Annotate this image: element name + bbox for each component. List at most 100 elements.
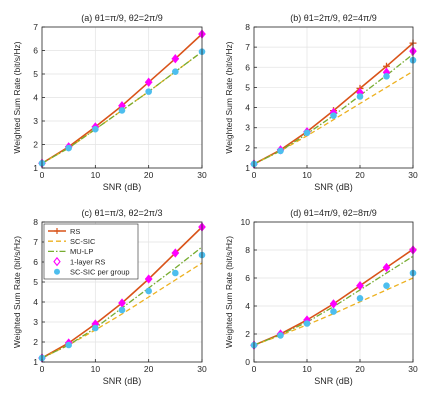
y-tick-label: 4: [245, 103, 250, 113]
x-tick-label: 0: [40, 170, 45, 180]
y-tick-label: 0: [245, 357, 250, 367]
y-tick-label: 2: [33, 140, 38, 150]
panel-2: 0 10 20 30 1 2 3 4 5 6 7 8 SNR (dB) Weighted Sum Rate…: [224, 13, 418, 192]
x-tick-label: 10: [302, 170, 312, 180]
legend-label-sc-sic: SC-SIC: [70, 237, 96, 246]
y-tick-label: 8: [245, 245, 250, 255]
y-tick-label: 5: [33, 277, 38, 287]
data-point-sc-sic-per-group: [356, 93, 364, 100]
data-point-1-layer-rs: [382, 262, 391, 273]
data-point-sc-sic-per-group: [330, 308, 337, 315]
data-point-sc-sic-per-group: [172, 68, 179, 75]
legend-swatch-marker: [53, 256, 61, 267]
y-tick-label: 4: [33, 93, 38, 103]
y-tick-label: 3: [33, 116, 38, 126]
panel-title: (b) θ1=2π/9, θ2=4π/9: [290, 13, 376, 23]
x-tick-label: 0: [252, 364, 257, 374]
y-tick-label: 7: [245, 42, 250, 52]
data-point-sc-sic-per-group: [118, 306, 126, 314]
data-point-sc-sic-per-group: [92, 125, 99, 133]
y-tick-label: 6: [33, 46, 38, 56]
series-line-sc-sic: [253, 70, 414, 165]
y-axis-label: Weighted Sum Rate (bit/s/Hz): [224, 236, 234, 348]
data-point-sc-sic-per-group: [383, 73, 390, 80]
x-tick-label: 30: [408, 364, 418, 374]
legend-swatch-marker: [54, 268, 60, 275]
data-point-1-layer-rs: [356, 281, 364, 291]
y-tick-label: 4: [33, 297, 38, 307]
data-point-1-layer-rs: [144, 274, 153, 284]
legend-label-1-layer-rs: 1-layer RS: [70, 257, 105, 266]
data-point-sc-sic-per-group: [92, 324, 99, 332]
panel-title: (c) θ1=π/3, θ2=2π/3: [82, 208, 163, 218]
y-axis-label: Weighted Sum Rate (bit/s/Hz): [12, 236, 22, 348]
series-line-sc-sic: [41, 262, 203, 359]
y-tick-label: 6: [245, 273, 250, 283]
x-tick-label: 0: [40, 364, 45, 374]
data-point-1-layer-rs: [329, 299, 338, 309]
y-axis-label: Weighted Sum Rate (bit/s/Hz): [224, 41, 234, 153]
data-point-1-layer-rs: [171, 54, 180, 64]
y-tick-label: 2: [245, 143, 250, 153]
data-point-1-layer-rs: [144, 77, 153, 87]
y-tick-label: 2: [33, 337, 38, 347]
y-tick-label: 1: [33, 357, 38, 367]
x-tick-label: 20: [144, 364, 154, 374]
data-point-1-layer-rs: [171, 248, 180, 258]
y-tick-label: 10: [241, 217, 251, 227]
x-tick-label: 30: [197, 364, 207, 374]
x-axis-label: SNR (dB): [103, 376, 142, 386]
legend-swatch-marker: [54, 228, 60, 234]
legend-label-rs: RS: [70, 227, 80, 236]
data-point-sc-sic-per-group: [303, 320, 311, 327]
data-point-sc-sic-per-group: [330, 112, 337, 119]
x-tick-label: 30: [197, 170, 207, 180]
y-tick-label: 5: [33, 69, 38, 79]
y-tick-label: 6: [245, 62, 250, 72]
data-point-sc-sic-per-group: [277, 147, 284, 155]
y-tick-label: 1: [245, 163, 250, 173]
x-tick-label: 20: [355, 364, 365, 374]
x-tick-label: 0: [252, 170, 257, 180]
y-axis-label: Weighted Sum Rate (bit/s/Hz): [12, 41, 22, 153]
data-point-sc-sic-per-group: [65, 341, 72, 349]
axes-frame: [253, 221, 414, 363]
x-tick-label: 10: [91, 364, 101, 374]
x-tick-label: 10: [91, 170, 101, 180]
axes-frame: [41, 221, 203, 363]
y-tick-label: 3: [245, 123, 250, 133]
x-axis-label: SNR (dB): [314, 182, 353, 192]
y-tick-label: 8: [245, 22, 250, 32]
data-point-sc-sic-per-group: [65, 144, 72, 152]
plot-area: [254, 27, 413, 168]
data-point-sc-sic-per-group: [356, 295, 364, 302]
data-point-sc-sic-per-group: [145, 88, 152, 95]
legend-label-mu-lp: MU-LP: [70, 247, 93, 256]
axes-frame: [253, 26, 414, 169]
panel-title: (d) θ1=4π/9, θ2=8π/9: [290, 208, 376, 218]
y-tick-label: 1: [33, 163, 38, 173]
data-point-sc-sic-per-group: [303, 129, 311, 137]
plot-area: [254, 222, 413, 362]
x-tick-label: 10: [302, 364, 312, 374]
x-tick-label: 20: [355, 170, 365, 180]
data-point-sc-sic-per-group: [277, 332, 284, 339]
data-point-sc-sic-per-group: [383, 282, 390, 290]
data-point-sc-sic-per-group: [118, 107, 126, 114]
x-tick-label: 30: [408, 170, 418, 180]
y-tick-label: 7: [33, 22, 38, 32]
y-tick-label: 7: [33, 237, 38, 247]
y-tick-label: 2: [245, 329, 250, 339]
y-tick-label: 8: [33, 217, 38, 227]
y-tick-label: 6: [33, 257, 38, 267]
x-axis-label: SNR (dB): [103, 182, 142, 192]
data-point-sc-sic-per-group: [145, 287, 152, 295]
y-tick-label: 5: [245, 82, 250, 92]
panel-title: (a) θ1=π/9, θ2=2π/9: [81, 13, 162, 23]
data-point-sc-sic-per-group: [172, 269, 179, 277]
y-tick-label: 4: [245, 301, 250, 311]
x-tick-label: 20: [144, 170, 154, 180]
